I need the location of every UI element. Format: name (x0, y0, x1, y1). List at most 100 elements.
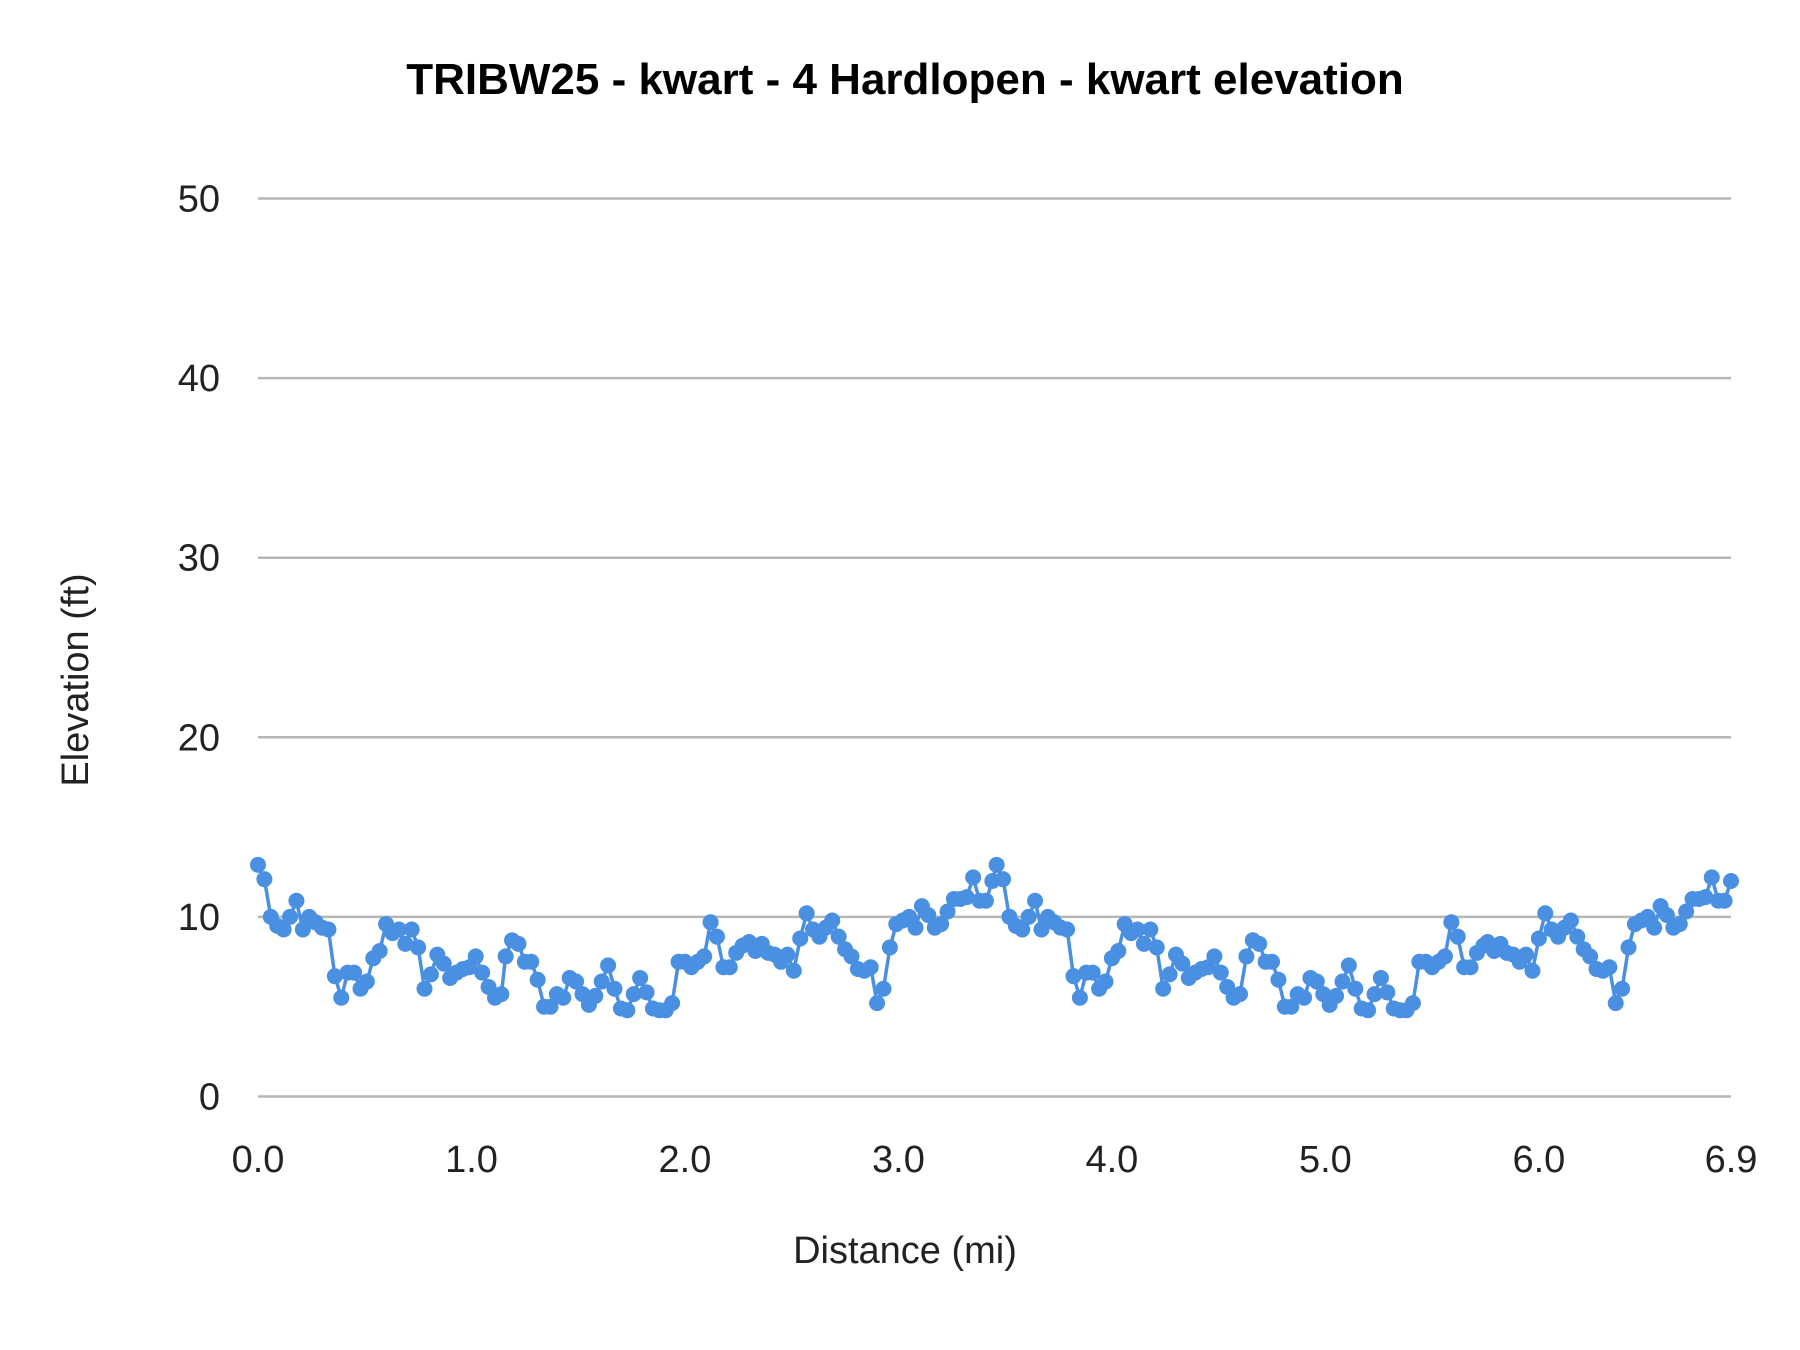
data-point (1607, 995, 1624, 1012)
data-point (1027, 892, 1044, 909)
data-point (593, 973, 610, 990)
data-point (1678, 903, 1695, 920)
chart-title: TRIBW25 - kwart - 4 Hardlopen - kwart el… (406, 55, 1404, 104)
x-tick-label: 0.0 (232, 1139, 285, 1181)
data-point (523, 953, 540, 970)
data-point (920, 907, 937, 924)
data-point (1020, 908, 1037, 925)
x-axis-ticks: 0.0 1.0 2.0 3.0 4.0 5.0 6.0 6.9 (232, 1139, 1758, 1181)
data-point (1238, 948, 1255, 965)
data-point (1251, 935, 1268, 952)
data-point (1129, 921, 1146, 938)
data-point (555, 989, 572, 1006)
data-point (1620, 939, 1637, 956)
x-tick-label: 4.0 (1085, 1139, 1138, 1181)
data-point (939, 903, 956, 920)
data-point (1449, 928, 1466, 945)
data-point (664, 995, 681, 1012)
data-point (779, 946, 796, 963)
data-point (702, 914, 719, 931)
data-point (1723, 872, 1739, 889)
data-point (988, 856, 1005, 873)
data-point (282, 908, 299, 925)
gridlines (258, 197, 1731, 1098)
x-tick-label: 1.0 (445, 1139, 498, 1181)
data-point (1404, 995, 1421, 1012)
y-tick-label: 50 (178, 179, 220, 221)
data-point (320, 921, 337, 938)
data-point (1366, 986, 1383, 1003)
y-axis-ticks: 0 10 20 30 40 50 (178, 179, 220, 1119)
data-point (1379, 984, 1396, 1001)
data-point (346, 964, 363, 981)
data-point (326, 968, 343, 985)
data-point (1161, 966, 1178, 983)
x-tick-label: 3.0 (872, 1139, 925, 1181)
data-point (435, 955, 452, 972)
data-point (371, 943, 388, 960)
data-point (467, 948, 484, 965)
data-point (1212, 964, 1229, 981)
data-point (1562, 912, 1579, 929)
data-point (632, 969, 649, 986)
data-point (1671, 916, 1688, 933)
x-tick-label: 6.9 (1705, 1139, 1758, 1181)
x-axis-label: Distance (mi) (793, 1230, 1017, 1272)
data-point (1084, 964, 1101, 981)
data-point (1270, 971, 1287, 988)
data-point (1569, 928, 1586, 945)
data-point (1135, 935, 1152, 952)
data-point (933, 916, 950, 933)
data-point (1232, 986, 1248, 1003)
data-point (1658, 907, 1675, 924)
y-tick-label: 0 (199, 1077, 220, 1119)
data-point (830, 928, 847, 945)
data-point (1148, 939, 1165, 956)
data-point (798, 905, 815, 922)
data-point (1697, 889, 1714, 906)
data-point (1582, 948, 1599, 965)
data-point (1372, 969, 1389, 986)
data-point (474, 964, 491, 981)
data-point (403, 921, 420, 938)
data-point (410, 939, 427, 956)
data-point (881, 939, 898, 956)
data-point (1033, 921, 1050, 938)
data-point (422, 966, 439, 983)
data-point (824, 912, 841, 929)
data-point (1340, 957, 1357, 974)
data-point (493, 986, 510, 1003)
data-point (862, 959, 879, 976)
data-point (600, 957, 617, 974)
data-point (497, 948, 514, 965)
data-point (606, 980, 623, 997)
data-point (1155, 980, 1172, 997)
data-point (1524, 962, 1541, 979)
data-point (708, 928, 725, 945)
data-point (785, 962, 802, 979)
data-point (1614, 980, 1631, 997)
data-point (542, 998, 559, 1015)
data-point (529, 971, 546, 988)
y-tick-label: 30 (178, 538, 220, 580)
data-point (1537, 905, 1554, 922)
data-point (721, 959, 738, 976)
data-point (875, 980, 892, 997)
y-axis-label: Elevation (ft) (55, 573, 97, 786)
y-tick-label: 40 (178, 358, 220, 400)
data-point (416, 980, 433, 997)
data-point (1436, 948, 1453, 965)
data-point (965, 869, 982, 886)
data-point (1283, 998, 1300, 1015)
y-tick-label: 20 (178, 717, 220, 759)
data-point (1646, 919, 1663, 936)
data-point (1071, 989, 1088, 1006)
data-point (1360, 1002, 1377, 1019)
data-point (256, 871, 273, 888)
data-point (1716, 892, 1733, 909)
data-point (1308, 973, 1325, 990)
data-point (294, 921, 311, 938)
data-point (958, 889, 975, 906)
elevation-series (250, 856, 1739, 1019)
